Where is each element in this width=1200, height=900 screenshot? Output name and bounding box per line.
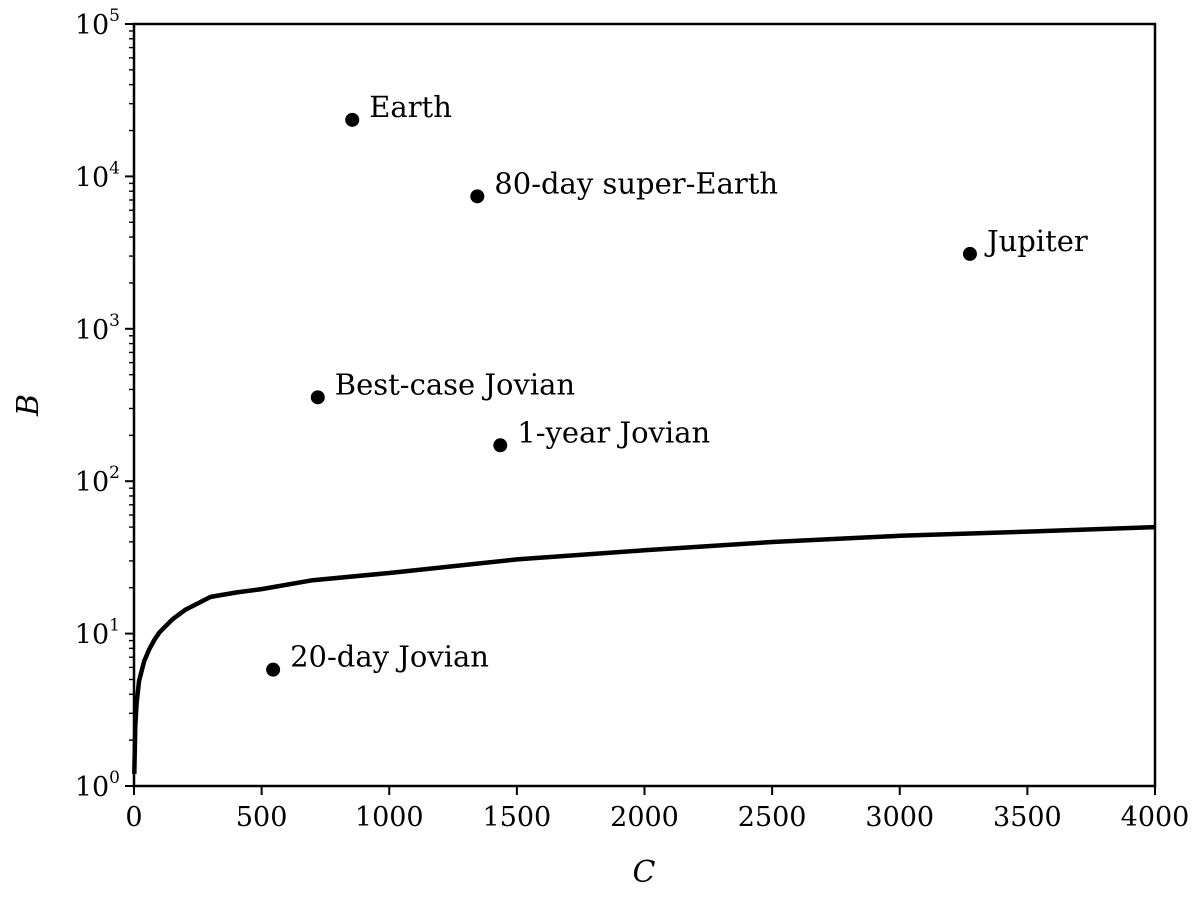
x-tick-label: 0 — [125, 802, 142, 833]
y-tick-base: 10 — [75, 162, 109, 193]
data-point — [345, 112, 360, 127]
y-tick-base: 10 — [75, 620, 109, 651]
points-layer: Earth 80-day super-Earth Jupiter Best-case … — [266, 90, 1088, 677]
y-tick-label: 102 — [75, 463, 120, 498]
y-tick-base: 10 — [75, 467, 109, 498]
data-point — [266, 662, 281, 677]
point-label: Jupiter — [984, 224, 1088, 258]
x-axis-label: C — [633, 855, 656, 890]
y-tick-label: 101 — [75, 616, 120, 651]
ticks-layer: 0 500 1000 1500 2000 2500 3000 3500 400010010110… — [75, 6, 1190, 833]
y-tick-base: 10 — [75, 315, 109, 346]
x-tick-label: 2000 — [610, 802, 679, 833]
point-label: 1-year Jovian — [517, 415, 710, 449]
y-tick-base: 10 — [75, 10, 109, 41]
y-tick-exponent: 3 — [109, 311, 120, 331]
data-point — [493, 438, 508, 453]
plot-frame — [132, 22, 1157, 788]
data-point — [470, 189, 485, 204]
y-tick-label: 103 — [75, 311, 120, 346]
x-tick-label: 500 — [236, 802, 288, 833]
x-tick-label: 4000 — [1121, 802, 1190, 833]
y-tick-label: 105 — [75, 6, 120, 41]
y-tick-base: 10 — [75, 772, 109, 803]
data-point — [310, 390, 325, 405]
data-point — [962, 246, 977, 261]
y-tick-exponent: 5 — [109, 6, 120, 26]
x-tick-label: 1500 — [483, 802, 552, 833]
point-label: Best-case Jovian — [335, 367, 575, 401]
x-tick-label: 3500 — [993, 802, 1062, 833]
x-tick-label: 2500 — [738, 802, 807, 833]
point-label: 20-day Jovian — [290, 640, 489, 674]
y-tick-exponent: 0 — [109, 768, 120, 788]
curve-layer — [132, 524, 1156, 774]
y-tick-exponent: 2 — [109, 463, 120, 483]
y-tick-label: 104 — [75, 158, 120, 193]
y-tick-exponent: 4 — [109, 158, 120, 178]
point-label: Earth — [369, 90, 452, 124]
x-tick-label: 3000 — [865, 802, 934, 833]
point-label: 80-day super-Earth — [494, 166, 778, 200]
x-tick-label: 1000 — [355, 802, 424, 833]
y-tick-exponent: 1 — [109, 616, 120, 636]
y-tick-label: 100 — [75, 768, 120, 803]
threshold-curve — [132, 524, 1156, 774]
y-axis-label: B — [11, 394, 46, 417]
